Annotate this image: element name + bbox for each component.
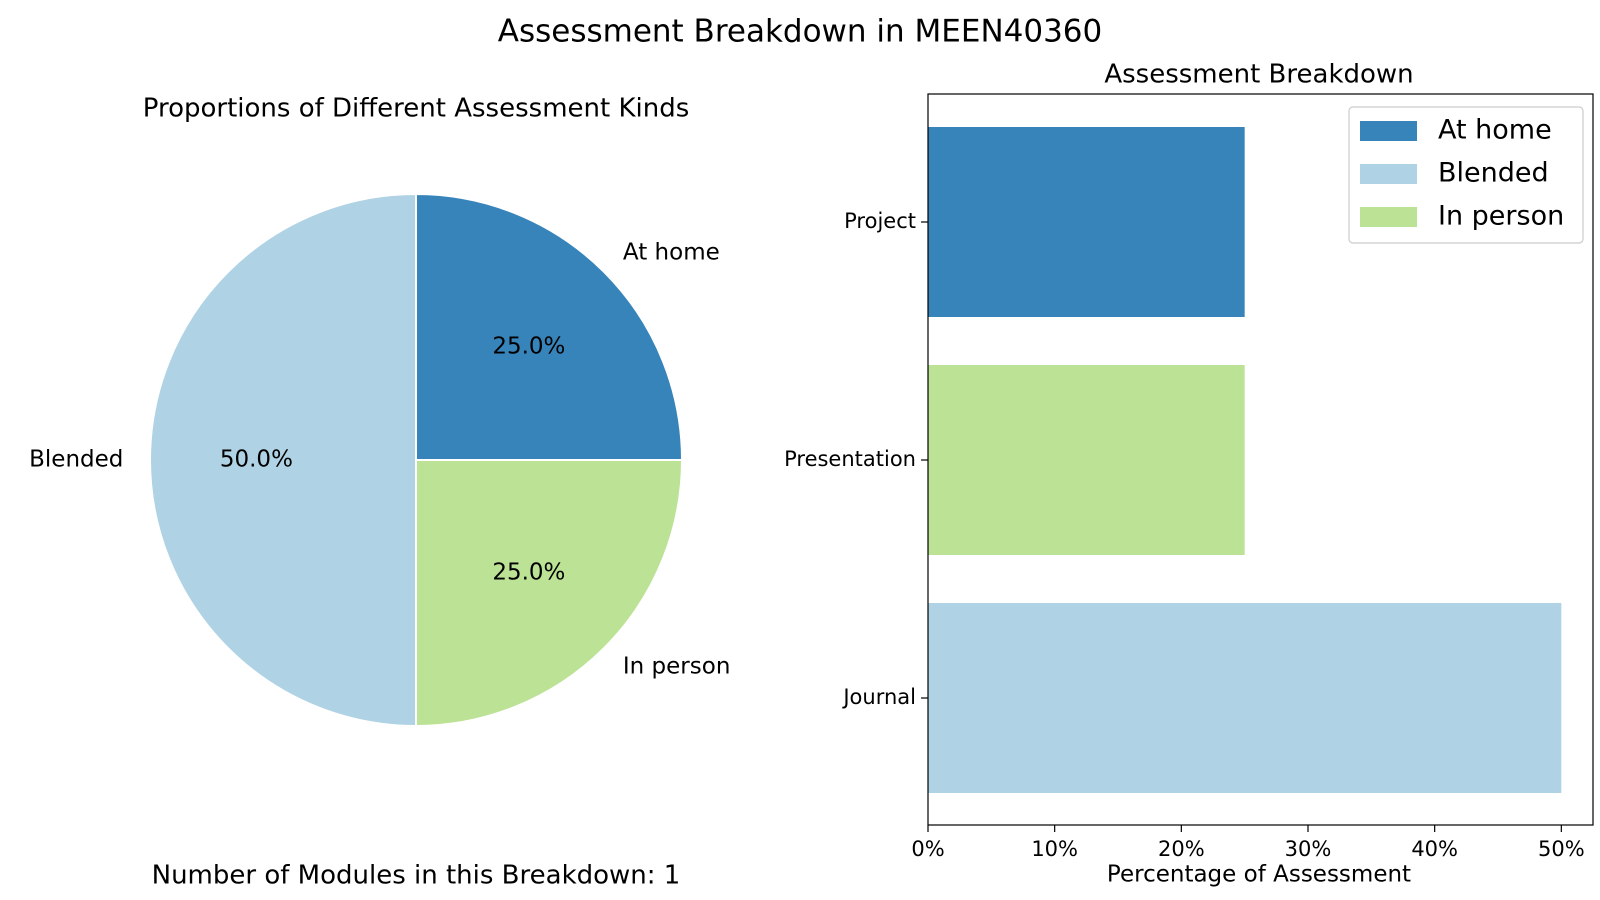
pie-slice-in-person [415, 459, 684, 728]
bar-title: Assessment Breakdown [1104, 60, 1413, 90]
x-tick-label: 50% [1538, 837, 1585, 861]
x-tick-label: 30% [1285, 837, 1332, 861]
legend-swatch-at-home [1360, 121, 1417, 141]
pie-slice-label-at-home: At home [623, 240, 720, 266]
legend-swatch-in-person [1360, 207, 1417, 227]
module-count-footnote: Number of Modules in this Breakdown: 1 [152, 861, 681, 891]
plot-frame [927, 93, 1594, 826]
legend-label-in-person: In person [1438, 201, 1564, 232]
x-tick-label: 10% [1031, 837, 1078, 861]
pie-slice-label-blended: Blended [29, 447, 123, 473]
x-axis-label: Percentage of Assessment [1107, 862, 1411, 888]
legend-label-at-home: At home [1438, 115, 1552, 146]
y-tick-label-presentation: Presentation [784, 447, 916, 471]
bar-journal [928, 603, 1562, 793]
pie-slice-label-in-person: In person [623, 653, 731, 679]
x-tick-label: 0% [911, 837, 944, 861]
figure-title: Assessment Breakdown in MEEN40360 [498, 14, 1103, 50]
pie-title: Proportions of Different Assessment Kind… [143, 94, 690, 124]
y-tick-label-journal: Journal [841, 685, 916, 709]
pie-pct-label-blended: 50.0% [220, 447, 293, 473]
legend-swatch-blended [1360, 164, 1417, 184]
pie-slice-at-home [415, 192, 684, 461]
bar-presentation [928, 365, 1245, 555]
legend-label-blended: Blended [1438, 158, 1549, 189]
x-tick-label: 20% [1158, 837, 1205, 861]
pie-chart: Proportions of Different Assessment Kind… [29, 94, 731, 728]
legend: At home Blended In person [1348, 106, 1584, 244]
pie-pct-label-at-home: 25.0% [492, 334, 565, 360]
bar-project [928, 127, 1245, 317]
pie-pct-label-in-person: 25.0% [492, 559, 565, 585]
x-tick-label: 40% [1411, 837, 1458, 861]
y-tick-label-project: Project [844, 209, 916, 233]
pie-slice-blended [149, 192, 417, 728]
bar-chart: Assessment Breakdown Percentage of Asses… [784, 60, 1594, 888]
